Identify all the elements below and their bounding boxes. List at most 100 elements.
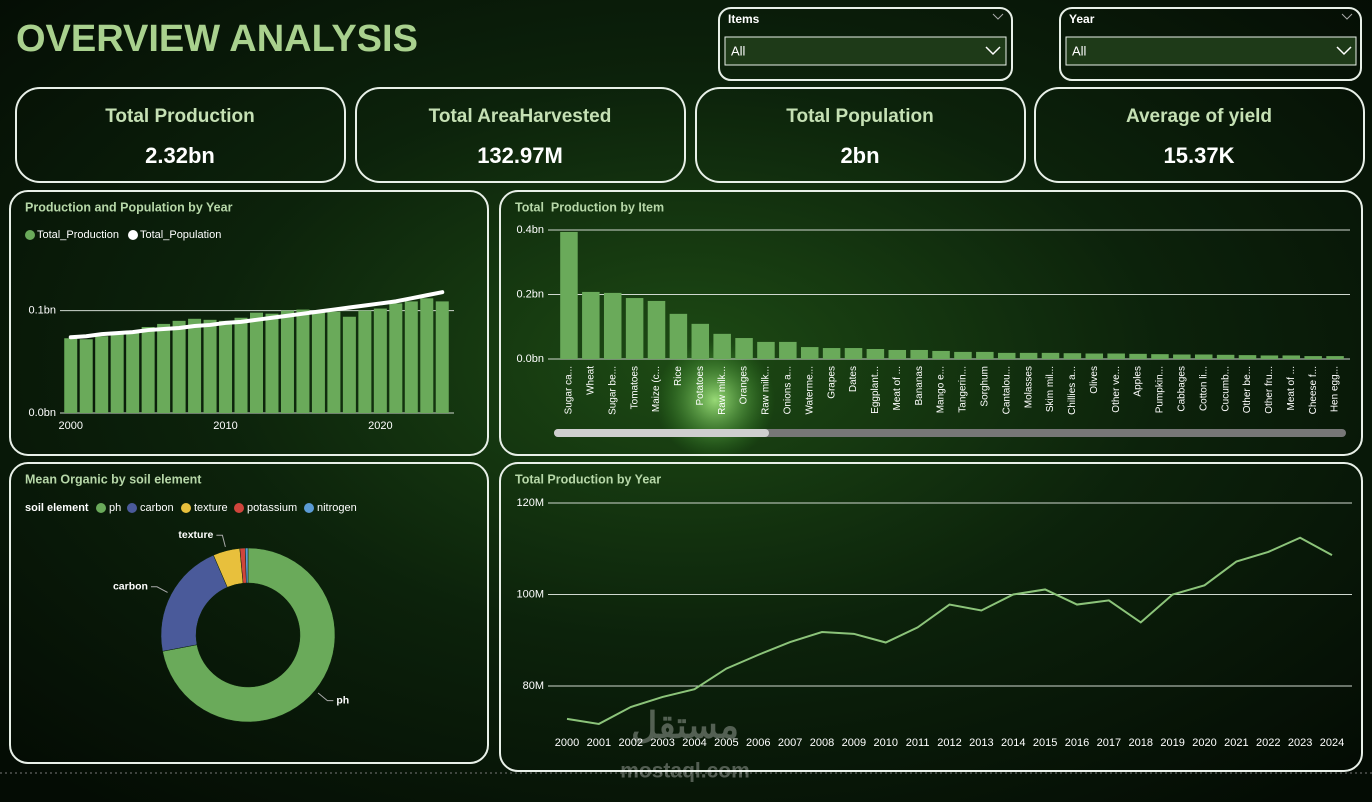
bar	[888, 349, 907, 359]
bar	[1216, 354, 1235, 359]
chevron	[1341, 13, 1353, 20]
x-tick-label: Chillies a...	[1067, 366, 1078, 415]
x-tick-label: Eggplant...	[870, 366, 881, 414]
x-tick-label: Maize (c...	[651, 366, 662, 412]
bar	[779, 341, 797, 359]
legend-title: soil element	[25, 502, 89, 514]
bar	[203, 319, 217, 413]
x-tick-label: 2010	[213, 420, 237, 432]
x-tick-label: 2021	[1224, 737, 1248, 749]
x-tick-label: 2006	[746, 737, 770, 749]
slicer-box[interactable]	[1059, 7, 1362, 81]
kpi-card	[355, 87, 686, 183]
bar	[188, 318, 202, 413]
x-tick-label: 2009	[842, 737, 866, 749]
x-tick-label: 2000	[555, 737, 579, 749]
slicer-dropdown[interactable]	[1065, 36, 1357, 66]
slicer-dropdown[interactable]	[724, 36, 1007, 66]
legend-marker	[234, 503, 244, 513]
bar	[141, 326, 155, 413]
bar	[1173, 354, 1191, 359]
x-tick-label: 2019	[1160, 737, 1184, 749]
slicer-label: Items	[728, 12, 760, 26]
slice-label: carbon	[113, 581, 148, 593]
bar	[435, 301, 449, 413]
slicer-box[interactable]	[718, 7, 1013, 81]
x-tick-label: Hen egg...	[1330, 366, 1341, 412]
x-tick-label: Grapes	[826, 366, 837, 399]
x-tick-label: 2024	[1320, 737, 1344, 749]
bar	[1041, 352, 1060, 359]
chevron	[985, 46, 1001, 56]
x-tick-label: 2016	[1065, 737, 1089, 749]
y-tick-label: 0.0bn	[516, 353, 544, 365]
line	[68, 290, 445, 340]
x-tick-label: Apples	[1133, 366, 1144, 397]
x-tick-label: Cotton li...	[1198, 366, 1209, 411]
bar	[280, 310, 294, 413]
bar	[910, 349, 928, 359]
bar	[1238, 355, 1257, 359]
x-tick-label: Other ve...	[1111, 366, 1122, 413]
x-tick-label: 2020	[368, 420, 392, 432]
bar	[1107, 353, 1125, 359]
bar	[976, 351, 994, 359]
legend-marker	[25, 230, 35, 240]
kpi-value: 2.32bn	[145, 143, 215, 168]
y-tick-label: 0.2bn	[516, 288, 544, 300]
legend-label: nitrogen	[317, 502, 357, 514]
chart-panel	[9, 190, 489, 456]
bar	[582, 291, 600, 359]
bar	[1282, 355, 1301, 359]
legend-marker	[96, 503, 106, 513]
kpi-card	[15, 87, 346, 183]
legend-marker	[304, 503, 314, 513]
bar	[342, 316, 356, 413]
kpi-label: Total AreaHarvested	[429, 106, 612, 127]
x-tick-label: 2001	[587, 737, 611, 749]
kpi-value: 2bn	[840, 143, 879, 168]
legend-label: texture	[194, 502, 228, 514]
x-tick-label: 2015	[1033, 737, 1057, 749]
kpi-value: 132.97M	[477, 143, 563, 168]
bar	[389, 303, 403, 413]
slicer-value: All	[1072, 43, 1087, 58]
x-tick-label: Meat of ...	[892, 366, 903, 410]
watermark: mostaql.com	[620, 760, 750, 783]
bar	[172, 320, 186, 413]
bar	[1194, 354, 1213, 359]
x-tick-label: Waterme...	[804, 366, 815, 415]
x-tick-label: Skim mil...	[1045, 366, 1056, 412]
bar	[79, 339, 93, 413]
chevron	[1336, 46, 1352, 56]
legend-marker	[181, 503, 191, 513]
legend-marker	[127, 503, 137, 513]
bar	[603, 292, 622, 359]
x-tick-label: Bananas	[914, 366, 925, 405]
bar	[1019, 352, 1038, 359]
x-tick-label: Sugar be...	[607, 366, 618, 415]
kpi-value: 15.37K	[1164, 143, 1235, 168]
x-tick-label: 2002	[619, 737, 643, 749]
x-tick-label: 2008	[810, 737, 834, 749]
scrollbar-thumb[interactable]	[554, 429, 769, 437]
x-tick-label: Oranges	[739, 366, 750, 404]
x-tick-label: 2003	[650, 737, 674, 749]
x-tick-label: Cheese f...	[1308, 366, 1319, 414]
x-tick-label: 2023	[1288, 737, 1312, 749]
chart-panel	[499, 462, 1363, 772]
kpi-label: Total Production	[105, 106, 255, 127]
x-tick-label: Dates	[848, 366, 859, 392]
x-tick-label: 2007	[778, 737, 802, 749]
x-tick-label: 2011	[906, 737, 930, 749]
x-tick-label: Pumpkin...	[1155, 366, 1166, 413]
bar	[713, 333, 731, 359]
legend-label: Total_Population	[140, 229, 221, 241]
leader-line	[150, 586, 168, 593]
leader-line	[216, 534, 226, 547]
bar	[234, 317, 248, 413]
donut-slice	[162, 547, 336, 723]
x-tick-label: 2018	[1129, 737, 1153, 749]
x-tick-label: 2000	[58, 420, 82, 432]
